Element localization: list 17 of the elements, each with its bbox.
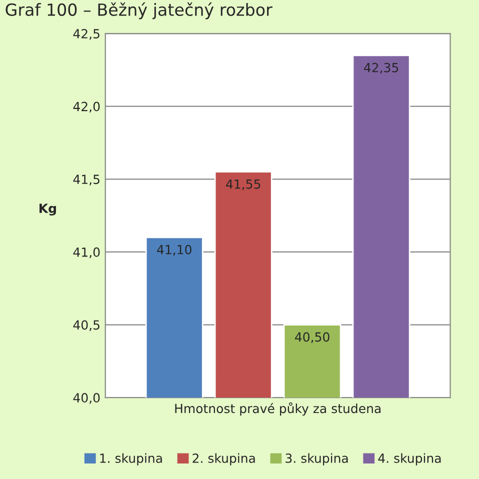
- data-label: 41,55: [226, 180, 260, 190]
- y-tick-label: 41,5: [73, 174, 100, 186]
- y-tick-label: 40,5: [73, 320, 100, 331]
- data-label: 42,35: [364, 62, 398, 74]
- data-label: 40,50: [295, 332, 330, 343]
- data-label: 41,10: [157, 244, 192, 256]
- legend-label: 4. skupina: [378, 453, 441, 466]
- y-tick-label: 42,5: [73, 29, 100, 40]
- legend-label: 1. skupina: [100, 453, 162, 466]
- legend-label: 3. skupina: [286, 453, 348, 466]
- y-tick-label: 41,0: [73, 247, 100, 258]
- y-tick-label: 40,0: [73, 393, 100, 404]
- y-tick-label: 42,0: [73, 102, 100, 113]
- legend-label: 2. skupina: [192, 453, 255, 466]
- x-tick-label: Hmotnost pravé půky za studena: [175, 402, 380, 416]
- chart-title: Graf 100 – Běžný jatečný rozbor: [6, 2, 272, 20]
- y-axis-title: Kg: [40, 204, 56, 216]
